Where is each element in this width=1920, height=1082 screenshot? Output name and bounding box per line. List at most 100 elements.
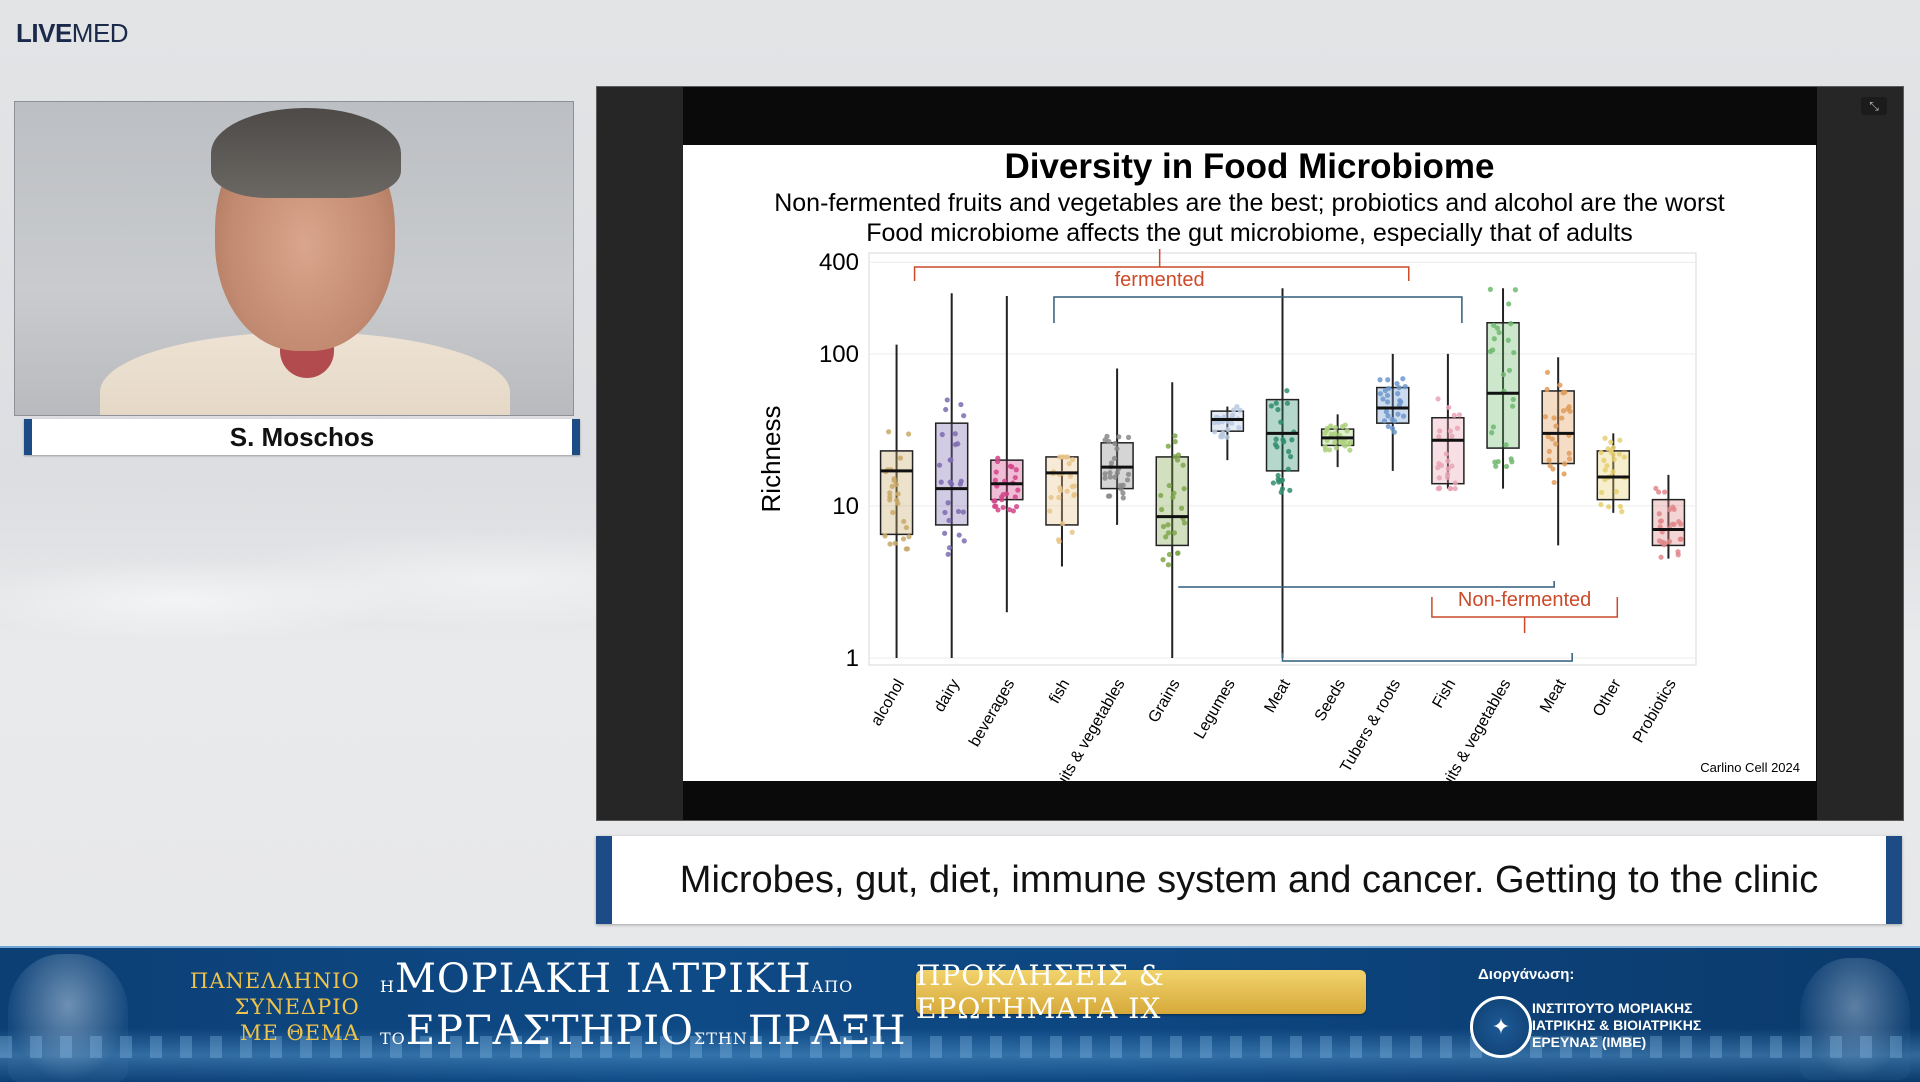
data-point [1284, 400, 1291, 406]
data-point [993, 503, 999, 509]
x-tick-label: Meat [1261, 676, 1294, 716]
data-point [1452, 485, 1458, 492]
data-point [1172, 439, 1178, 445]
data-point [1278, 419, 1284, 425]
data-point [1487, 348, 1493, 355]
slide-subtitle-2: Food microbiome affects the gut microbio… [866, 219, 1633, 247]
x-tick-label: Meat [1537, 676, 1570, 716]
data-point [1452, 480, 1458, 486]
data-point [1332, 431, 1338, 437]
data-point [900, 536, 907, 542]
fermented-label: fermented [1115, 269, 1205, 291]
data-point [999, 497, 1005, 503]
data-point [893, 481, 899, 488]
data-point [1377, 377, 1383, 383]
data-point [1328, 431, 1334, 437]
data-point [1066, 461, 1072, 467]
speaker-name: S. Moschos [229, 421, 375, 452]
data-point [891, 476, 897, 482]
data-point [1181, 520, 1188, 526]
box-iqr [1431, 416, 1465, 485]
data-point [992, 477, 998, 483]
data-point [1326, 447, 1333, 453]
slide: Diversity in Food Microbiome Non-ferment… [683, 145, 1816, 781]
data-point [1230, 412, 1236, 418]
data-point [1445, 466, 1451, 472]
data-point [1010, 508, 1016, 514]
data-point [1383, 409, 1389, 415]
data-point [1602, 435, 1608, 441]
data-point [1559, 415, 1565, 421]
y-tick-label: 100 [819, 341, 859, 368]
data-point [1273, 400, 1279, 406]
data-point [1322, 430, 1328, 436]
data-point [936, 462, 943, 468]
data-point [1506, 367, 1513, 373]
data-point [1666, 538, 1673, 545]
data-point [890, 509, 896, 516]
data-point [1171, 490, 1177, 496]
data-point [1015, 487, 1021, 493]
data-point [961, 413, 967, 419]
data-point [906, 534, 912, 540]
data-point [1172, 433, 1178, 439]
data-point [1158, 492, 1164, 499]
box-iqr [1265, 398, 1300, 472]
nonfermented-label: Non-fermented [1458, 589, 1591, 611]
data-point [1551, 415, 1557, 421]
data-point [1611, 456, 1617, 462]
data-point [886, 429, 892, 435]
data-point [901, 518, 907, 525]
data-point [1047, 508, 1053, 514]
slide-letterbox-left [597, 87, 683, 820]
data-point [1000, 491, 1006, 498]
data-point [939, 431, 945, 438]
data-point [1505, 337, 1511, 343]
data-point [1493, 463, 1499, 469]
data-point [1333, 445, 1339, 451]
data-point [1606, 504, 1612, 510]
data-point [1165, 530, 1172, 536]
data-point [1284, 388, 1290, 394]
data-point [1339, 424, 1346, 430]
data-point [1562, 461, 1568, 467]
data-point [1120, 490, 1126, 496]
data-point [1444, 474, 1451, 480]
data-point [1166, 551, 1173, 558]
data-point [1550, 466, 1556, 472]
data-point [1225, 426, 1231, 433]
data-point [1567, 408, 1573, 414]
data-point [1163, 534, 1169, 540]
y-tick-label: 10 [832, 493, 859, 520]
data-point [1508, 456, 1514, 462]
data-point [1494, 325, 1500, 331]
statue-left-image [8, 954, 128, 1082]
data-point [1446, 404, 1452, 411]
data-point [1006, 507, 1013, 513]
data-point [958, 478, 964, 484]
data-point [1598, 501, 1604, 508]
data-point [994, 458, 1001, 465]
data-point [1125, 434, 1132, 440]
data-point [956, 532, 962, 538]
data-point [887, 493, 893, 500]
data-point [1675, 549, 1681, 555]
data-point [1560, 390, 1566, 396]
data-point [1616, 451, 1622, 457]
talk-title-bar: Microbes, gut, diet, immune system and c… [596, 836, 1902, 924]
x-tick-label: Seeds [1312, 677, 1349, 725]
data-point [1395, 411, 1401, 417]
nonfermented-upper-bracket [1178, 581, 1555, 588]
data-point [938, 479, 944, 485]
organizer-name: ΙΝΣΤΙΤΟΥΤΟ ΜΟΡΙΑΚΗΣ ΙΑΤΡΙΚΗΣ & ΒΙΟΙΑΤΡΙΚ… [1532, 1000, 1702, 1050]
data-point [1490, 424, 1497, 430]
data-point [1117, 482, 1123, 489]
data-point [1656, 489, 1662, 495]
data-point [1212, 429, 1218, 435]
speaker-hair [211, 108, 401, 198]
data-point [1678, 536, 1684, 542]
data-point [1069, 457, 1076, 463]
slide-frame: ⤡ Diversity in Food Microbiome Non-ferme… [596, 86, 1904, 821]
data-point [1598, 449, 1604, 456]
collapse-fullscreen-icon[interactable]: ⤡ [1861, 97, 1887, 115]
